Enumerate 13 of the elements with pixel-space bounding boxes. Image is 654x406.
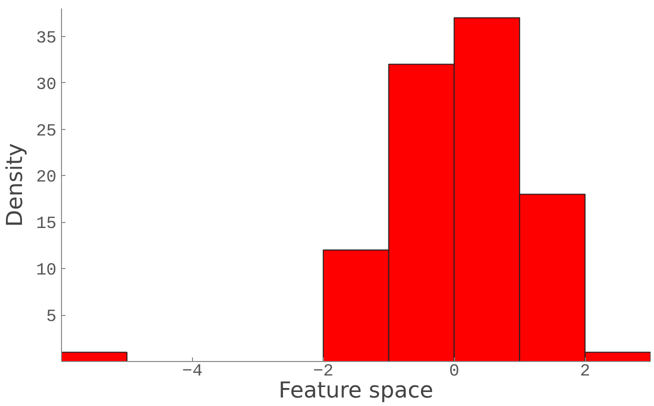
y-tick-label: 20 — [36, 168, 57, 188]
y-tick-label: 5 — [46, 308, 56, 328]
y-tick-label: 35 — [36, 29, 57, 48]
y-tick-label: 25 — [36, 122, 57, 142]
x-tick-label: 2 — [580, 362, 590, 382]
x-tick-label: 0 — [449, 362, 460, 382]
y-tick-label: 30 — [36, 76, 57, 95]
x-axis-title: Feature space — [278, 378, 434, 404]
x-tick-label: −2 — [313, 362, 334, 382]
x-tick-label: −4 — [182, 362, 203, 382]
y-tick-label: 15 — [36, 215, 57, 234]
y-tick-label: 10 — [36, 262, 57, 281]
y-axis-title: Density — [3, 143, 28, 227]
